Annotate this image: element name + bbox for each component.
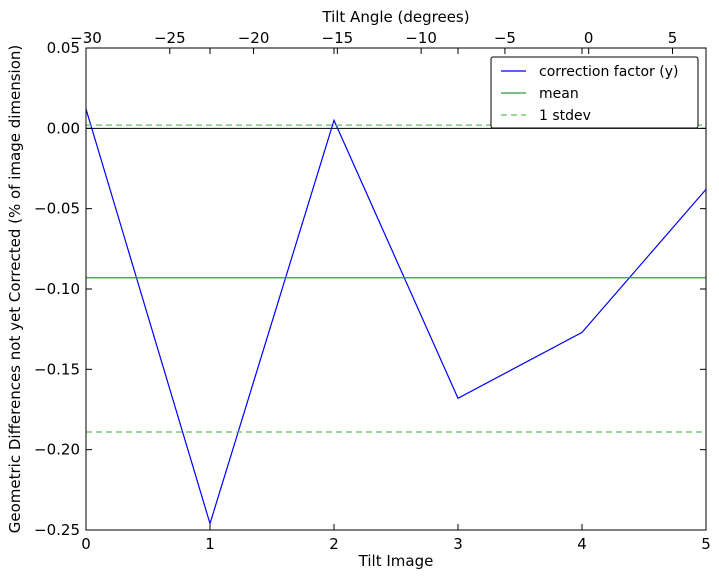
legend-label: correction factor (y) bbox=[539, 64, 678, 80]
series-line-correction-factor bbox=[85, 108, 707, 526]
y-tick-label: −0.20 bbox=[34, 441, 80, 459]
top-x-tick-label: −30 bbox=[70, 29, 102, 47]
legend-label: mean bbox=[539, 86, 579, 102]
top-x-tick-label: −15 bbox=[322, 29, 354, 47]
y-axis-label: Geometric Differences not yet Corrected … bbox=[6, 45, 24, 534]
y-tick-label: −0.15 bbox=[34, 360, 80, 378]
legend-box bbox=[490, 56, 699, 129]
x-tick-label: 3 bbox=[453, 535, 463, 553]
top-x-tick-label: −25 bbox=[154, 29, 186, 47]
top-x-tick-label: 5 bbox=[668, 29, 678, 47]
top-x-tick-label: −20 bbox=[238, 29, 270, 47]
y-tick-label: 0.05 bbox=[47, 39, 80, 57]
x-tick-label: 0 bbox=[81, 535, 91, 553]
x-tick-label: 4 bbox=[577, 535, 587, 553]
top-x-axis-label: Tilt Angle (degrees) bbox=[321, 8, 469, 26]
y-tick-label: −0.25 bbox=[34, 521, 80, 539]
top-x-tick-label: −10 bbox=[405, 29, 437, 47]
top-x-tick-label: 0 bbox=[584, 29, 594, 47]
legend: correction factor (y) mean 1 stdev bbox=[490, 56, 699, 129]
axes-layer: 0 1 2 3 4 5 −30 −25 −20 −15 −10 −5 0 5 −0.25 −0.20 −0.15… bbox=[34, 29, 711, 553]
x-tick-label: 1 bbox=[205, 535, 215, 553]
plot-layer bbox=[85, 108, 707, 526]
x-tick-label: 5 bbox=[701, 535, 711, 553]
y-tick-label: −0.05 bbox=[34, 200, 80, 218]
legend-label: 1 stdev bbox=[539, 108, 591, 124]
x-tick-label: 2 bbox=[329, 535, 339, 553]
x-axis-label: Tilt Image bbox=[358, 552, 434, 570]
top-x-tick-label: −5 bbox=[494, 29, 516, 47]
y-tick-label: −0.10 bbox=[34, 280, 80, 298]
y-tick-label: 0.00 bbox=[47, 119, 80, 137]
